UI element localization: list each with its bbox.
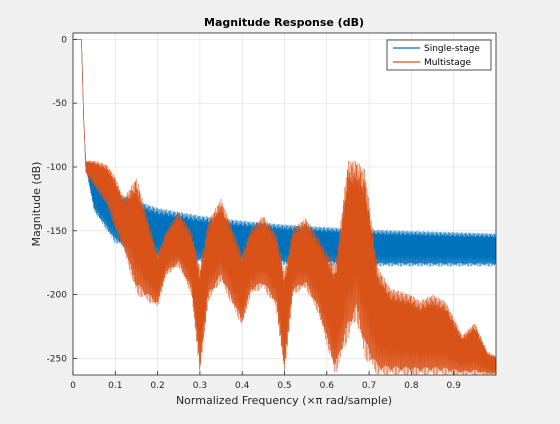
x-tick-label: 0.5: [277, 381, 291, 391]
legend-label-multistage: Multistage: [424, 58, 471, 68]
legend-label-single-stage: Single-stage: [424, 44, 480, 54]
y-tick-label: 0: [61, 35, 67, 45]
x-tick-label: 0.7: [362, 381, 376, 391]
legend[interactable]: Single-stage Multistage: [386, 39, 492, 71]
y-axis-label: Magnitude (dB): [30, 162, 43, 247]
y-axis: 0 -50 -100 -150 -200 -250: [47, 35, 77, 364]
y-tick-label: -100: [47, 163, 68, 173]
x-tick-label: 0.1: [108, 381, 122, 391]
x-tick-label: 0.4: [235, 381, 250, 391]
legend-box: [386, 39, 492, 71]
y-tick-label: -50: [52, 99, 67, 109]
x-tick-label: 0.3: [193, 381, 207, 391]
x-tick-label: 0.2: [150, 381, 164, 391]
x-axis-label: Normalized Frequency (×π rad/sample): [176, 394, 392, 407]
x-axis: 0 0.1 0.2 0.3 0.4 0.5 0.6 0.7 0.8 0.9: [70, 371, 461, 391]
x-tick-label: 0.9: [447, 381, 462, 391]
plot-area: [73, 39, 496, 375]
y-tick-label: -200: [47, 291, 68, 301]
x-tick-label: 0: [70, 381, 76, 391]
chart-title: Magnitude Response (dB): [204, 16, 364, 29]
x-tick-label: 0.6: [320, 381, 335, 391]
y-tick-label: -150: [47, 227, 68, 237]
series-line-multistage: [73, 39, 496, 375]
x-tick-label: 0.8: [404, 381, 419, 391]
y-tick-label: -250: [47, 354, 68, 364]
